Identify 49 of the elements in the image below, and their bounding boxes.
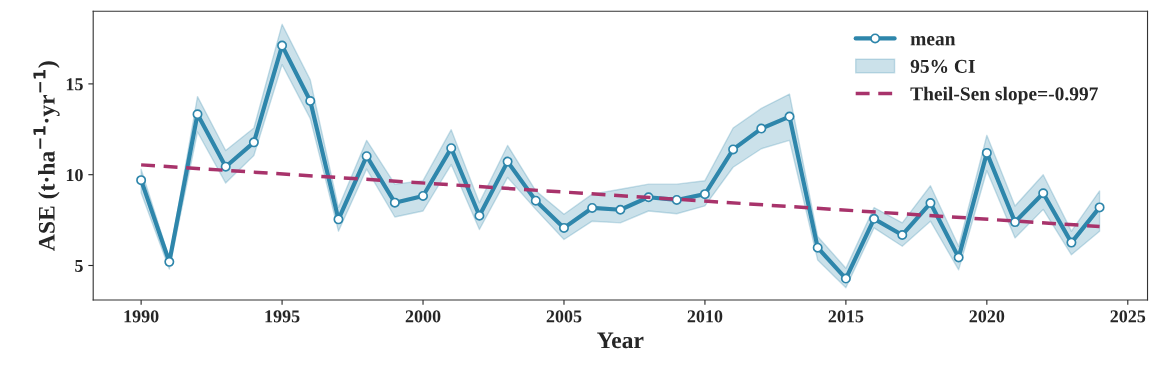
x-tick-label: 2010 — [687, 310, 723, 323]
x-tick-label: 2005 — [546, 310, 582, 323]
point — [897, 229, 908, 240]
point — [277, 40, 288, 51]
x-tick-label: 1995 — [265, 310, 300, 323]
point — [756, 123, 767, 134]
point — [248, 137, 259, 148]
x-tick-label: 1990 — [124, 310, 159, 323]
point — [220, 161, 231, 172]
point — [305, 95, 316, 106]
x-tick-label: 2000 — [405, 310, 441, 323]
x-tick-label: 2025 — [1110, 310, 1146, 323]
point — [615, 204, 626, 215]
point — [136, 175, 147, 186]
annotation: 95% CI — [910, 59, 975, 73]
x-tick-label: 2015 — [828, 310, 864, 323]
point — [840, 273, 851, 284]
point — [558, 222, 569, 233]
point — [502, 156, 513, 167]
point — [953, 252, 964, 263]
point — [474, 210, 485, 221]
point — [981, 147, 992, 158]
point — [699, 189, 710, 200]
y-tick-label: 5 — [75, 259, 83, 272]
point — [389, 197, 400, 208]
y-tick-label: 15 — [66, 78, 83, 91]
point — [418, 190, 429, 201]
point — [164, 256, 175, 267]
point — [587, 202, 598, 213]
point — [869, 213, 880, 224]
point — [812, 242, 823, 253]
point — [1038, 188, 1049, 199]
point — [925, 198, 936, 209]
point — [333, 214, 344, 225]
point — [1066, 237, 1077, 248]
point — [1010, 217, 1021, 228]
point — [192, 109, 203, 120]
x-tick-label: 2020 — [969, 310, 1005, 323]
y-axis-title: ASE (t·ha$^{−1}$·yr$^{−1}$) — [33, 61, 60, 251]
x-axis-title: Year — [597, 332, 644, 349]
point — [671, 194, 682, 205]
point — [530, 195, 541, 206]
point — [361, 151, 372, 162]
point — [1094, 202, 1105, 213]
point — [784, 111, 795, 122]
point — [728, 144, 739, 155]
legend-label: mean — [910, 36, 956, 46]
legend-label: Theil-Sen slope=-0.997 — [910, 86, 1098, 105]
y-tick-label: 10 — [66, 168, 83, 182]
